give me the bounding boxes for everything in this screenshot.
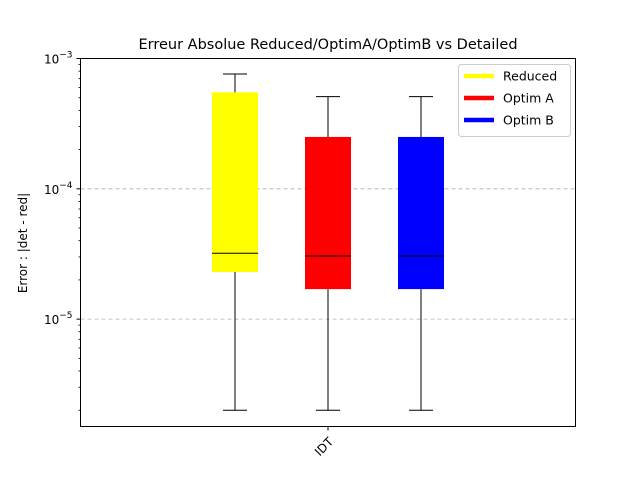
box-optim-a <box>305 136 351 290</box>
legend: Reduced Optim A Optim B <box>458 64 571 137</box>
legend-label: Optim A <box>503 91 554 106</box>
y-ticks: 10−510−410−3 <box>44 51 81 411</box>
box-reduced <box>212 92 258 272</box>
legend-label: Reduced <box>503 69 557 84</box>
box-optim-b <box>398 136 444 290</box>
x-tick-label: IDT <box>312 434 337 459</box>
y-tick-exponent: −3 <box>59 51 72 61</box>
y-tick-base: 10 <box>44 313 59 327</box>
x-ticks: IDT <box>312 426 337 459</box>
chart-title: Erreur Absolue Reduced/OptimA/OptimB vs … <box>138 37 517 53</box>
y-tick-base: 10 <box>44 183 59 197</box>
y-tick-label: 10−3 <box>44 51 73 67</box>
legend-label: Optim B <box>503 113 554 128</box>
y-axis-label: Error : |det - red| <box>16 193 30 293</box>
y-tick-label: 10−4 <box>44 181 73 197</box>
y-tick-label: 10−5 <box>44 311 73 327</box>
boxes <box>212 73 444 411</box>
y-tick-base: 10 <box>44 53 59 67</box>
y-tick-exponent: −5 <box>59 311 72 321</box>
y-tick-exponent: −4 <box>59 181 73 191</box>
